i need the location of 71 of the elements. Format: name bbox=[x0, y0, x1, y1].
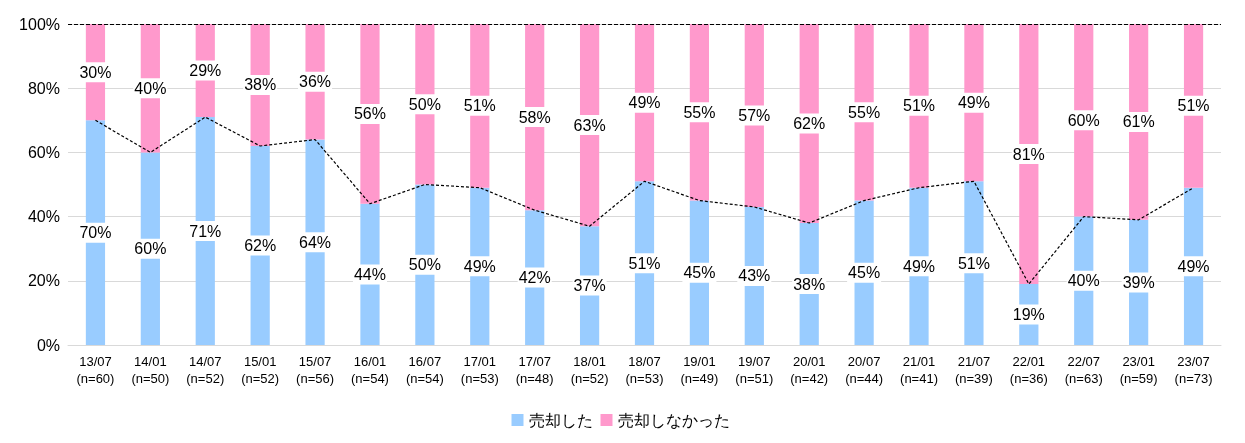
data-label: 36% bbox=[299, 73, 332, 91]
y-tick-label: 40% bbox=[27, 208, 60, 226]
data-label: 39% bbox=[1122, 273, 1155, 291]
data-label: 62% bbox=[793, 115, 826, 133]
data-label: 70% bbox=[79, 224, 112, 242]
data-label: 50% bbox=[408, 95, 441, 113]
data-label: 49% bbox=[628, 94, 661, 112]
x-tick-label: 16/01 (n=54) bbox=[351, 354, 389, 386]
y-tick-label: 0% bbox=[36, 336, 60, 354]
y-tick-label: 80% bbox=[27, 79, 60, 97]
data-label: 30% bbox=[79, 63, 112, 81]
data-label: 49% bbox=[957, 94, 990, 112]
data-label: 49% bbox=[903, 257, 936, 275]
x-tick-label: 13/07 (n=60) bbox=[76, 354, 115, 386]
data-label: 81% bbox=[1012, 145, 1045, 163]
data-label: 57% bbox=[738, 106, 771, 124]
x-tick-label: 16/07 (n=54) bbox=[405, 354, 444, 386]
data-label: 29% bbox=[189, 62, 222, 80]
data-label: 49% bbox=[1177, 257, 1210, 275]
data-label: 60% bbox=[134, 240, 167, 258]
data-label: 51% bbox=[957, 254, 990, 272]
data-label: 42% bbox=[518, 269, 551, 287]
legend-label: 売却した bbox=[528, 411, 593, 429]
x-tick-label: 20/01 (n=42) bbox=[790, 354, 829, 386]
data-label: 40% bbox=[134, 79, 167, 97]
data-label: 55% bbox=[683, 103, 716, 121]
x-tick-label: 20/07 (n=44) bbox=[845, 354, 884, 386]
data-label: 56% bbox=[353, 105, 386, 123]
data-label: 64% bbox=[299, 233, 332, 251]
y-tick-label: 100% bbox=[19, 15, 60, 33]
y-tick-label: 60% bbox=[27, 143, 60, 161]
data-label: 50% bbox=[408, 256, 441, 274]
x-tick-label: 19/01 (n=49) bbox=[680, 354, 719, 386]
data-label: 60% bbox=[1067, 111, 1100, 129]
data-label: 58% bbox=[518, 108, 551, 126]
x-tick-label: 21/07 (n=39) bbox=[954, 354, 993, 386]
data-label: 71% bbox=[189, 222, 222, 240]
x-tick-label: 17/07 (n=48) bbox=[515, 354, 554, 386]
x-tick-label: 22/07 (n=63) bbox=[1064, 354, 1103, 386]
data-label: 37% bbox=[573, 277, 606, 295]
data-label: 63% bbox=[573, 116, 606, 134]
data-label: 40% bbox=[1067, 272, 1100, 290]
x-tick-label: 21/01 (n=41) bbox=[900, 354, 938, 386]
data-label: 61% bbox=[1122, 113, 1155, 131]
x-tick-label: 17/01 (n=53) bbox=[460, 354, 499, 386]
x-tick-label: 15/01 (n=52) bbox=[241, 354, 280, 386]
data-label: 51% bbox=[903, 97, 936, 115]
x-tick-label: 18/01 (n=52) bbox=[570, 354, 609, 386]
legend-label: 売却しなかった bbox=[617, 411, 730, 429]
x-tick-label: 23/07 (n=73) bbox=[1174, 354, 1213, 386]
data-label: 49% bbox=[463, 257, 496, 275]
data-label: 45% bbox=[683, 264, 716, 282]
data-label: 51% bbox=[463, 97, 496, 115]
data-label: 62% bbox=[244, 236, 277, 254]
data-label: 51% bbox=[1177, 97, 1210, 115]
x-tick-label: 23/01 (n=59) bbox=[1119, 354, 1158, 386]
y-tick-label: 20% bbox=[27, 272, 60, 290]
x-tick-label: 14/07 (n=52) bbox=[186, 354, 225, 386]
data-label: 43% bbox=[738, 267, 771, 285]
x-tick-label: 15/07 (n=56) bbox=[296, 354, 335, 386]
data-label: 51% bbox=[628, 254, 661, 272]
data-label: 45% bbox=[848, 264, 881, 282]
x-tick-label: 19/07 (n=51) bbox=[735, 354, 774, 386]
data-label: 38% bbox=[793, 275, 826, 293]
data-label: 44% bbox=[353, 265, 386, 283]
data-label: 38% bbox=[244, 76, 277, 94]
data-label: 55% bbox=[848, 103, 881, 121]
x-tick-label: 14/01 (n=50) bbox=[131, 354, 170, 386]
data-label: 19% bbox=[1012, 306, 1045, 324]
x-tick-label: 18/07 (n=53) bbox=[625, 354, 664, 386]
x-tick-label: 22/01 (n=36) bbox=[1009, 354, 1048, 386]
